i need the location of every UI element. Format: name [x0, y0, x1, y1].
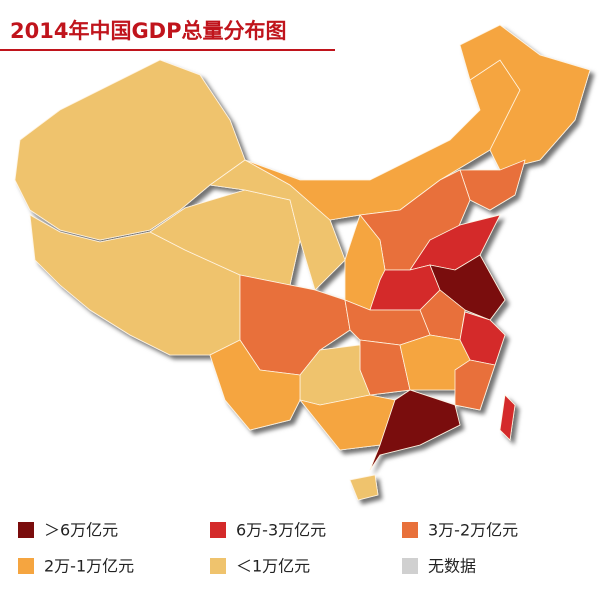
province [349, 474, 379, 501]
china-map [14, 24, 591, 501]
legend-label: ＜1万亿元 [236, 557, 310, 576]
province [429, 254, 506, 321]
legend-swatch [402, 522, 418, 538]
legend-label: ＞6万亿元 [44, 521, 118, 540]
legend-swatch [210, 522, 226, 538]
province [459, 24, 591, 171]
province [454, 359, 496, 411]
province [369, 389, 461, 471]
legend-swatch [210, 558, 226, 574]
province [459, 159, 526, 211]
legend: ＞6万亿元 6万-3万亿元 3万-2万亿元 2万-1万亿元 ＜1万亿元 无数据 [18, 521, 518, 576]
legend-label: 3万-2万亿元 [428, 521, 518, 540]
legend-label: 2万-1万亿元 [44, 557, 134, 576]
province [499, 394, 516, 441]
legend-swatch [18, 522, 34, 538]
legend-swatch [402, 558, 418, 574]
title: 2014年中国GDP总量分布图 [10, 19, 287, 43]
legend-swatch [18, 558, 34, 574]
legend-label: 6万-3万亿元 [236, 521, 326, 540]
legend-label: 无数据 [428, 557, 476, 576]
